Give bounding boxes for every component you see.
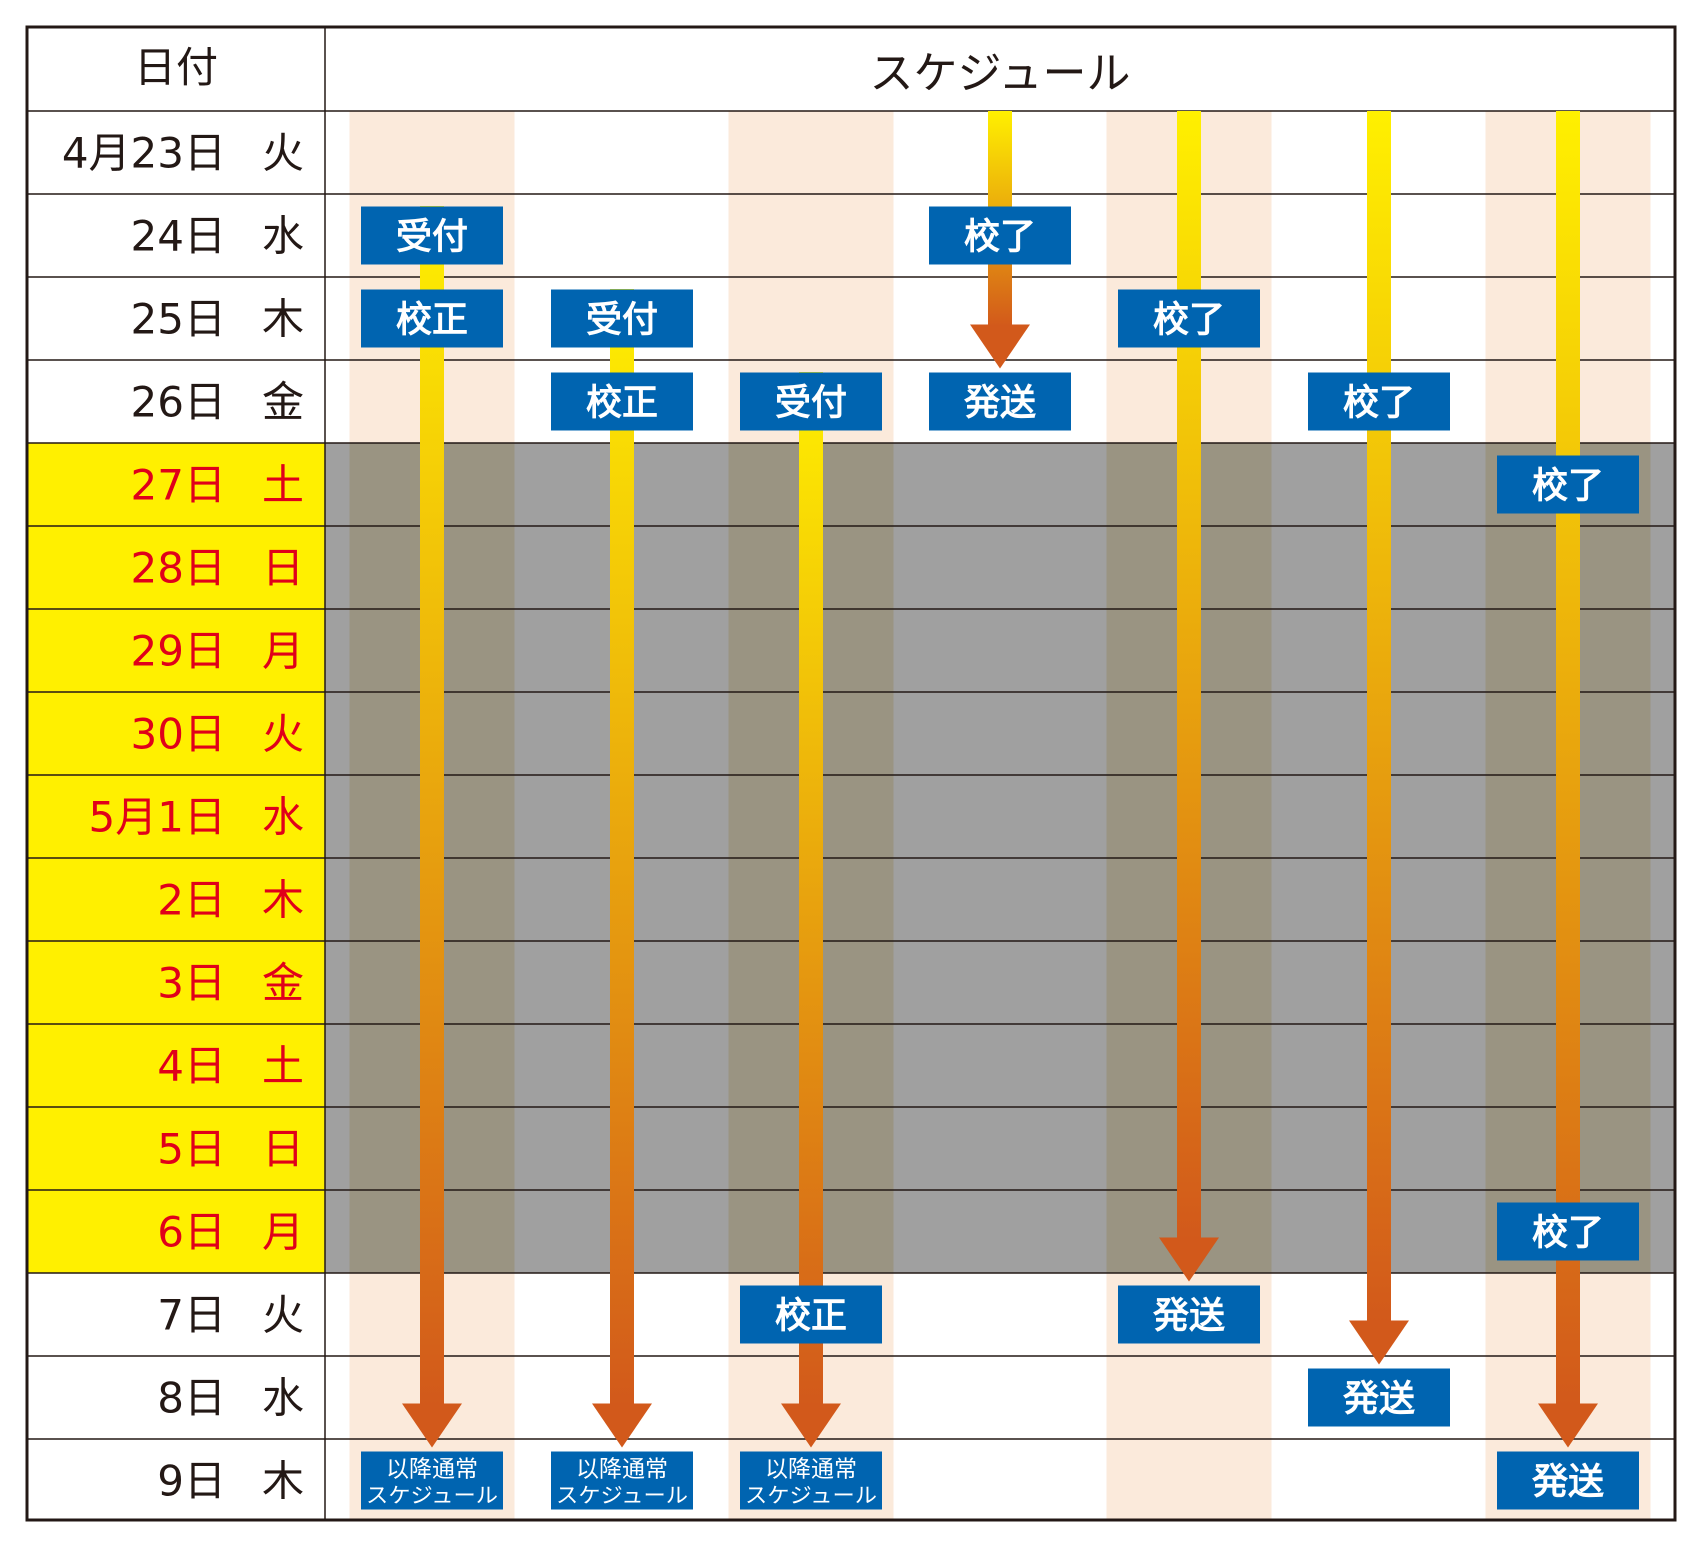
date-label: 29日 (131, 627, 226, 676)
weekday-label: 木 (262, 876, 304, 925)
date-label: 7日 (157, 1291, 226, 1340)
schedule-label-text: 校了 (964, 217, 1036, 258)
schedule-label-line1: 以降通常 (576, 1457, 668, 1483)
schedule-label (1118, 289, 1260, 348)
schedule-label-text: 受付 (396, 217, 468, 258)
date-label: 30日 (131, 710, 226, 759)
schedule-label (929, 206, 1071, 265)
schedule-label-text: 校了 (1153, 300, 1225, 341)
arrow-head (781, 1403, 841, 1448)
schedule-label (551, 372, 693, 431)
date-label: 26日 (131, 378, 226, 427)
weekday-label: 水 (262, 793, 304, 842)
schedule-label-line2: スケジュール (366, 1484, 498, 1508)
schedule-label (361, 1451, 503, 1510)
schedule-label (1308, 1368, 1450, 1427)
schedule-label (1308, 372, 1450, 431)
date-label: 28日 (131, 544, 226, 593)
weekday-label: 金 (262, 959, 304, 1008)
date-label: 3日 (157, 959, 226, 1008)
date-label: 8日 (157, 1374, 226, 1423)
date-label: 6日 (157, 1208, 226, 1257)
schedule-label-text: 校正 (396, 300, 468, 341)
schedule-label-text: 校正 (775, 1296, 847, 1337)
schedule-label-text: 発送 (1153, 1296, 1225, 1337)
date-label: 27日 (131, 461, 226, 510)
arrow-head (1538, 1403, 1598, 1448)
schedule-label-line1: 以降通常 (765, 1457, 857, 1483)
schedule-label-text: 発送 (1343, 1379, 1415, 1420)
weekday-label: 月 (262, 1208, 304, 1257)
arrow-head (970, 324, 1030, 369)
schedule-label-line2: スケジュール (745, 1484, 877, 1508)
weekday-label: 水 (262, 1374, 304, 1423)
schedule-label-text: 受付 (775, 383, 847, 424)
schedule-label (1497, 1202, 1639, 1261)
weekday-label: 土 (262, 1042, 304, 1091)
schedule-label-text: 受付 (586, 300, 658, 341)
weekday-label: 木 (262, 295, 304, 344)
schedule-label (929, 372, 1071, 431)
date-label: 5日 (157, 1125, 226, 1174)
weekday-label: 月 (262, 627, 304, 676)
schedule-label (361, 206, 503, 265)
arrow-shaft (610, 289, 634, 1406)
weekday-label: 土 (262, 461, 304, 510)
schedule-label (740, 1451, 882, 1510)
schedule-label-line1: 以降通常 (386, 1457, 478, 1483)
schedule-label (740, 1285, 882, 1344)
arrow-shaft (1367, 111, 1391, 1323)
weekday-label: 火 (262, 710, 304, 759)
weekday-label: 火 (262, 129, 304, 178)
date-label: 9日 (157, 1457, 226, 1506)
arrow-shaft (799, 372, 823, 1406)
weekday-label: 金 (262, 378, 304, 427)
schedule-label (361, 289, 503, 348)
weekday-label: 火 (262, 1291, 304, 1340)
date-label: 5月1日 (89, 793, 226, 842)
table-border (25, 25, 1677, 1522)
arrow-shaft (420, 206, 444, 1406)
schedule-label-text: 発送 (964, 383, 1036, 424)
schedule-label-text: 校了 (1343, 383, 1415, 424)
date-label: 4日 (157, 1042, 226, 1091)
schedule-label (551, 289, 693, 348)
arrow-head (1159, 1237, 1219, 1282)
arrow-head (402, 1403, 462, 1448)
weekday-label: 水 (262, 212, 304, 261)
arrow-shaft (1556, 111, 1580, 1406)
weekday-label: 日 (262, 544, 304, 593)
arrow-head (1349, 1320, 1409, 1365)
header-schedule: スケジュール (870, 48, 1131, 99)
schedule-label-text: 校了 (1532, 1213, 1604, 1254)
arrow-shaft (1177, 111, 1201, 1240)
date-label: 2日 (157, 876, 226, 925)
schedule-label (740, 372, 882, 431)
schedule-label (1497, 455, 1639, 514)
arrow-head (592, 1403, 652, 1448)
schedule-label-text: 発送 (1532, 1462, 1604, 1503)
header-date: 日付 (134, 43, 218, 92)
date-label: 24日 (131, 212, 226, 261)
schedule-label-text: 校了 (1532, 466, 1604, 507)
schedule-label (1118, 1285, 1260, 1344)
date-label: 25日 (131, 295, 226, 344)
date-label: 4月23日 (62, 129, 226, 178)
schedule-label (1497, 1451, 1639, 1510)
schedule-label (551, 1451, 693, 1510)
schedule-label-text: 校正 (586, 383, 658, 424)
weekday-label: 木 (262, 1457, 304, 1506)
schedule-label-line2: スケジュール (556, 1484, 688, 1508)
weekday-label: 日 (262, 1125, 304, 1174)
